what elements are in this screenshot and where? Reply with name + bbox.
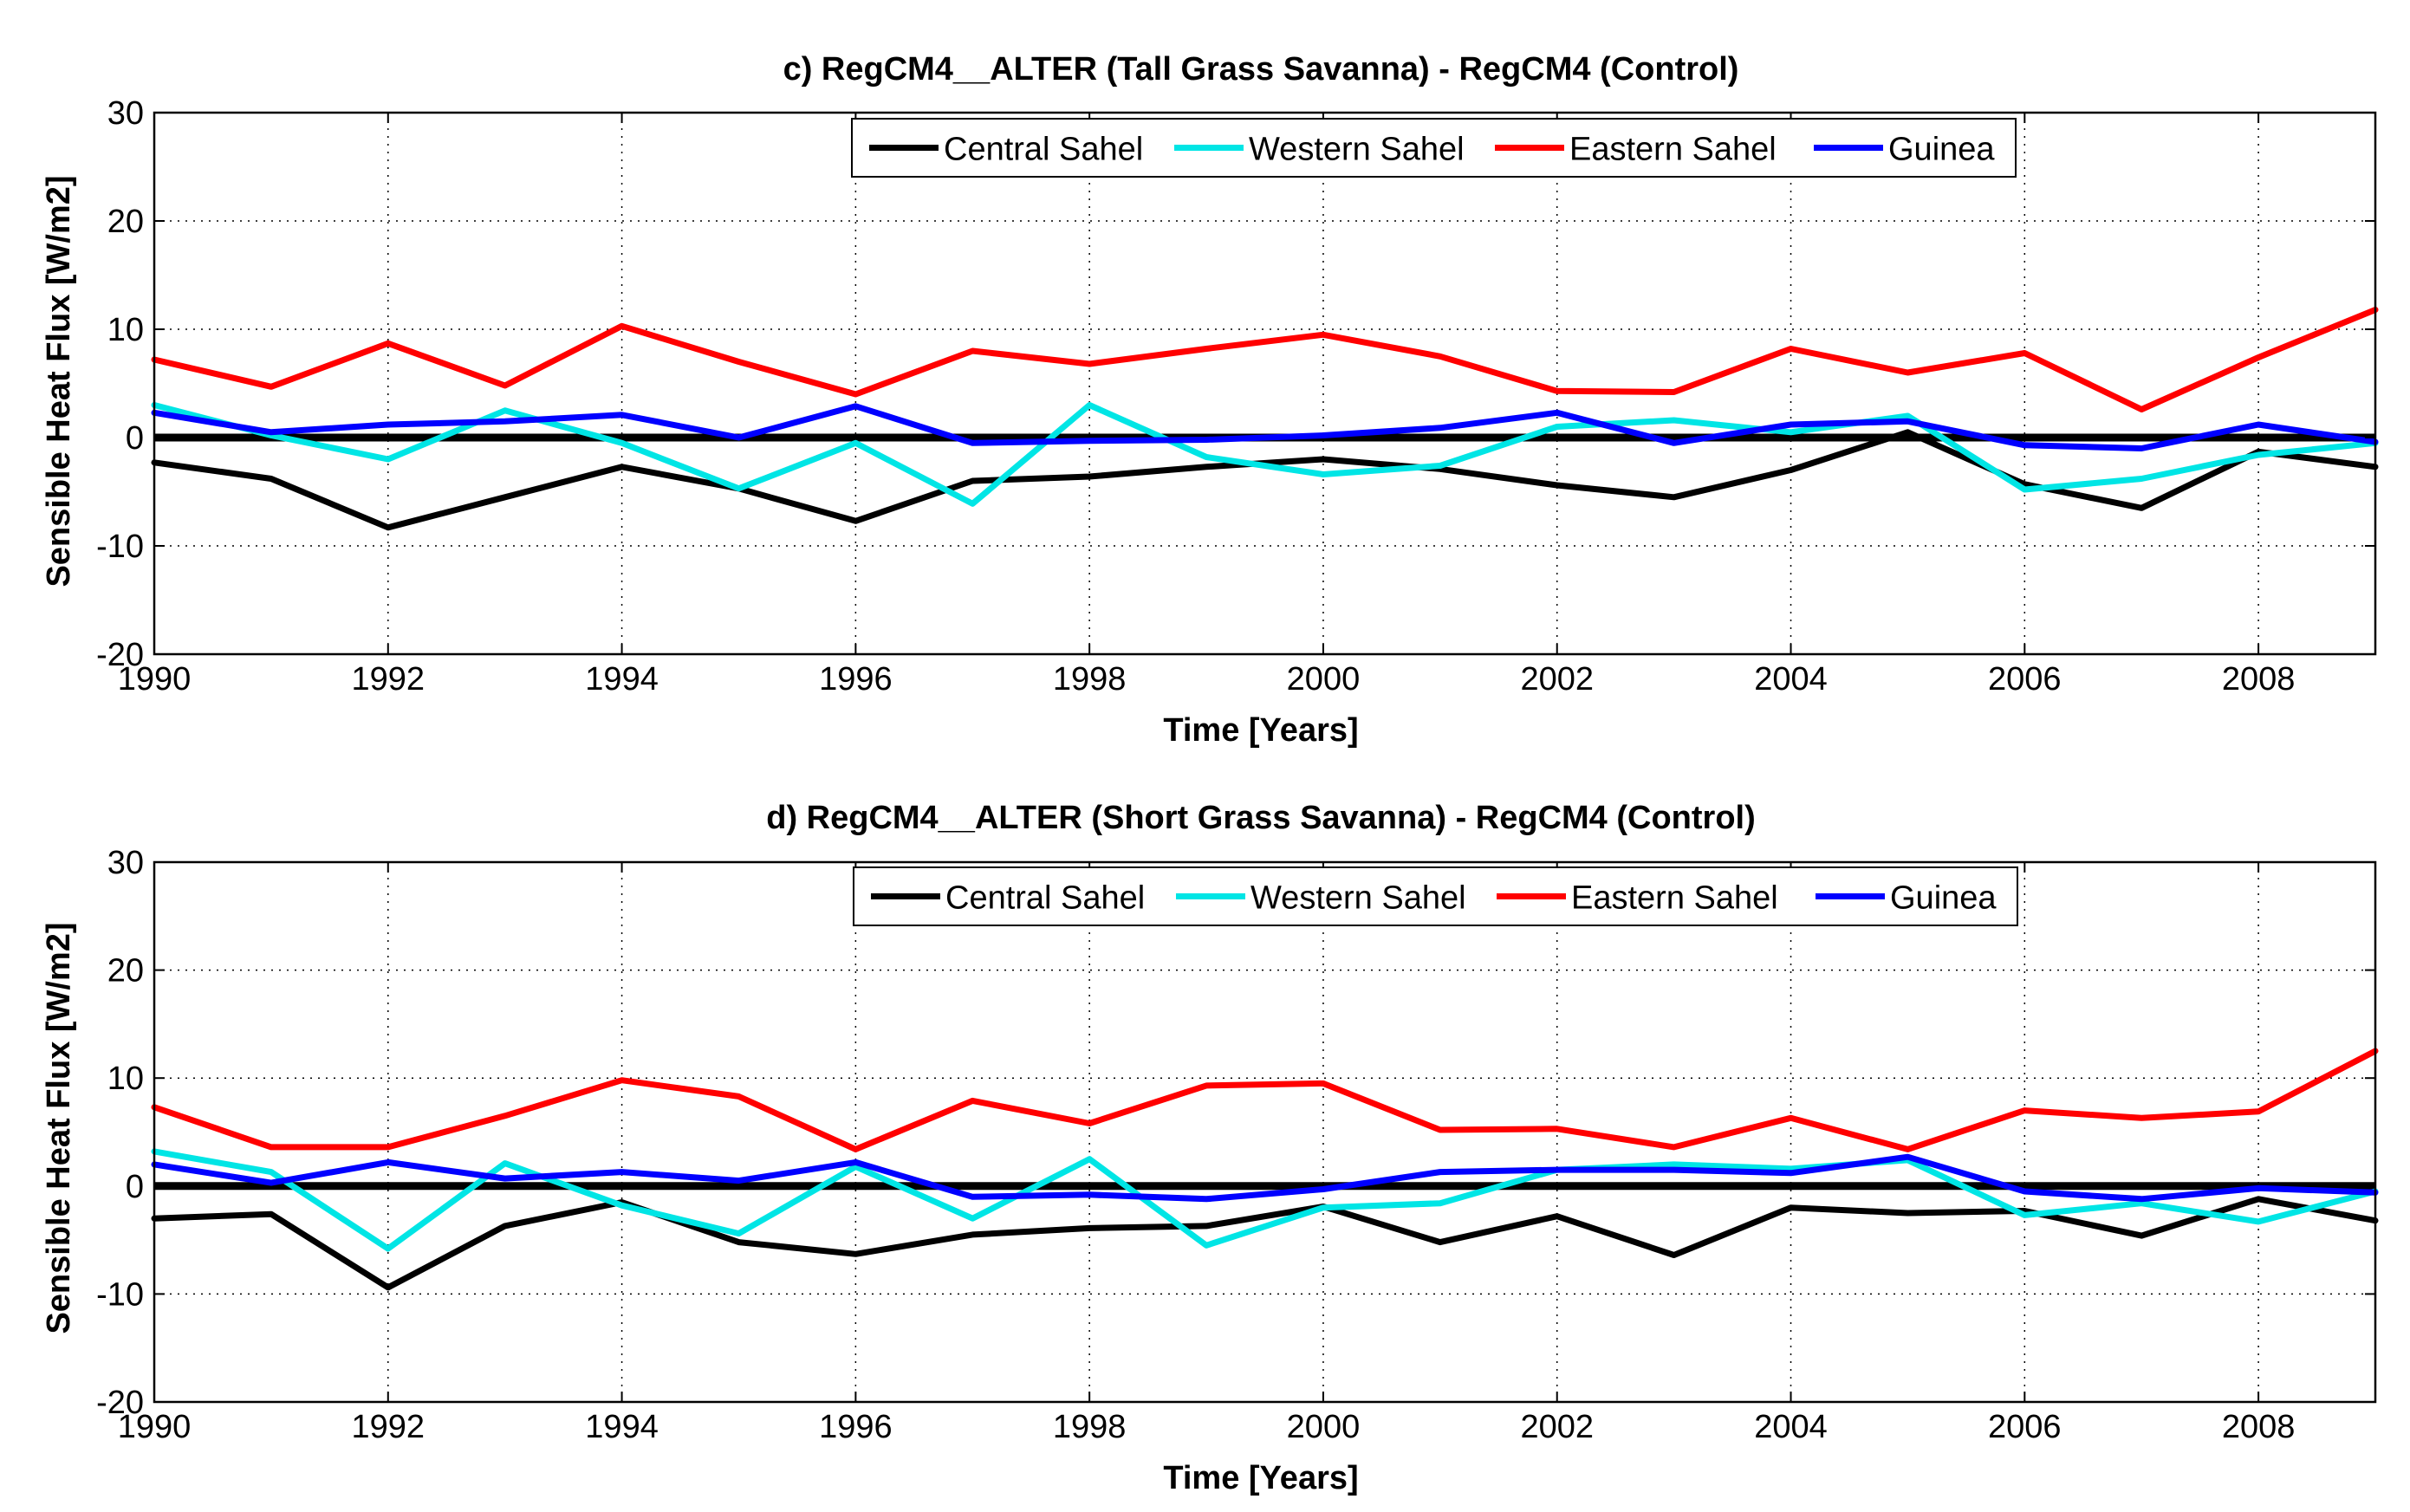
panel-d-ytick-label-10: 10 [107,1061,144,1097]
panel-d-ytick-label--10: -10 [96,1276,144,1313]
panel-d-legend-label-central-sahel: Central Sahel [945,880,1145,917]
panel-c-ylabel: Sensible Heat Flux [W/m2] [41,175,77,587]
panel-c-xlabel: Time [Years] [1163,712,1358,749]
panel-d-series-central-sahel [151,1196,2379,1291]
panel-d-series-eastern-sahel [151,1048,2379,1152]
panel-c-grid [154,113,2375,654]
panel-c: c) RegCM4__ALTER (Tall Grass Savanna) - … [41,51,2379,749]
panel-c-xtick-label-2008: 2008 [2222,661,2296,698]
panel-d-legend-label-guinea: Guinea [1890,880,1997,917]
panel-d-legend-label-western-sahel: Western Sahel [1250,880,1466,917]
panel-c-legend-label-central-sahel: Central Sahel [944,132,1143,168]
panel-d-xlabel: Time [Years] [1163,1460,1358,1496]
panel-c-series-guinea [151,403,2379,451]
panel-c-ytick-label-30: 30 [107,95,144,132]
panel-c-ytick-label-10: 10 [107,312,144,348]
panel-d-xtick-label-1998: 1998 [1053,1409,1127,1445]
panel-d-xtick-label-2000: 2000 [1287,1409,1361,1445]
panel-d-xtick-label-2002: 2002 [1520,1409,1594,1445]
panel-c-title: c) RegCM4__ALTER (Tall Grass Savanna) - … [783,51,1739,88]
panel-c-ytick-label--20: -20 [96,637,144,673]
panel-c-xtick-label-2000: 2000 [1287,661,1361,698]
panel-c-xtick-label-1994: 1994 [585,661,659,698]
panel-d-series [151,1048,2379,1291]
panel-d-ticks: 1990 1992 1994 1996 1998 2000 2002 2004 2006 2008… [96,845,2375,1445]
panel-c-xtick-label-1996: 1996 [819,661,893,698]
panel-d-xtick-label-1992: 1992 [352,1409,425,1445]
panel-c-ytick-label-20: 20 [107,204,144,240]
panel-d-xtick-label-2004: 2004 [1754,1409,1828,1445]
panel-c-xtick-label-1998: 1998 [1053,661,1127,698]
panel-d-xtick-label-1996: 1996 [819,1409,893,1445]
panel-c-legend-label-western-sahel: Western Sahel [1249,132,1465,168]
panel-c-xtick-label-1992: 1992 [352,661,425,698]
panel-c-ytick-label-0: 0 [126,420,144,457]
panel-d: d) RegCM4__ALTER (Short Grass Savanna) -… [41,800,2379,1496]
panel-c-series-eastern-sahel [151,307,2379,412]
panel-d-xtick-label-1990: 1990 [118,1409,192,1445]
panel-d-ytick-label-20: 20 [107,953,144,990]
panel-d-xtick-label-2008: 2008 [2222,1409,2296,1445]
panel-c-series [151,307,2379,531]
panel-d-grid [154,862,2375,1402]
panel-c-series-western-sahel [151,402,2379,507]
panel-d-axes-box [153,860,2377,1404]
panel-c-xtick-label-2006: 2006 [1988,661,2062,698]
panel-c-axes-box [153,111,2377,656]
panel-c-legend: Central Sahel Western Sahel Eastern Sahel G… [851,118,2017,178]
panel-c-xtick-label-1990: 1990 [118,661,192,698]
panel-c-legend-label-eastern-sahel: Eastern Sahel [1569,132,1777,168]
panel-d-ytick-label--20: -20 [96,1385,144,1421]
panel-d-ylabel: Sensible Heat Flux [W/m2] [41,922,77,1334]
panel-d-xtick-label-2006: 2006 [1988,1409,2062,1445]
panel-c-xtick-label-2004: 2004 [1754,661,1828,698]
panel-d-ytick-label-30: 30 [107,845,144,881]
panel-c-ticks: 1990 1992 1994 1996 1998 2000 2002 2004 2006 2008… [96,95,2375,698]
panel-d-series-guinea [151,1153,2379,1203]
panel-d-series-western-sahel [151,1148,2379,1252]
panel-d-title: d) RegCM4__ALTER (Short Grass Savanna) -… [766,800,1756,836]
panel-d-legend-label-eastern-sahel: Eastern Sahel [1571,880,1778,917]
panel-c-xtick-label-2002: 2002 [1520,661,1594,698]
panel-d-ytick-label-0: 0 [126,1169,144,1205]
panel-d-xtick-label-1994: 1994 [585,1409,659,1445]
panel-c-ytick-label--10: -10 [96,529,144,565]
panel-d-legend: Central Sahel Western Sahel Eastern Sahel G… [853,866,2018,926]
panel-c-legend-label-guinea: Guinea [1888,132,1995,168]
